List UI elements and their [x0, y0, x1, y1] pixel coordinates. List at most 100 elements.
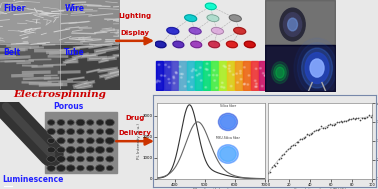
Circle shape [236, 73, 237, 74]
Ellipse shape [244, 41, 255, 48]
Circle shape [48, 147, 55, 153]
Circle shape [48, 138, 54, 143]
Circle shape [188, 81, 189, 82]
Text: Silica fiber: Silica fiber [220, 104, 236, 108]
Ellipse shape [155, 41, 166, 48]
Circle shape [276, 67, 284, 78]
Circle shape [107, 148, 113, 152]
Circle shape [191, 70, 193, 72]
Circle shape [106, 156, 113, 162]
Circle shape [184, 86, 186, 87]
Circle shape [87, 147, 94, 153]
Bar [195, 61, 202, 90]
Circle shape [164, 64, 166, 66]
Circle shape [168, 66, 170, 68]
X-axis label: Wavelength (nm): Wavelength (nm) [193, 188, 229, 189]
Circle shape [223, 65, 225, 67]
Ellipse shape [229, 15, 241, 22]
Bar [219, 61, 226, 90]
Circle shape [271, 62, 288, 84]
Circle shape [264, 75, 266, 76]
Circle shape [97, 129, 103, 134]
Bar [227, 61, 234, 90]
Ellipse shape [211, 28, 223, 34]
Circle shape [200, 80, 202, 81]
Circle shape [196, 75, 198, 76]
Circle shape [228, 65, 230, 66]
Circle shape [76, 120, 84, 125]
Ellipse shape [209, 41, 220, 48]
Circle shape [220, 147, 236, 161]
Circle shape [173, 76, 175, 77]
Circle shape [57, 138, 65, 143]
Circle shape [213, 70, 215, 71]
Circle shape [208, 74, 210, 76]
Circle shape [198, 73, 200, 75]
Bar [187, 61, 194, 90]
Circle shape [229, 70, 231, 72]
Circle shape [221, 86, 223, 88]
Circle shape [256, 86, 257, 87]
Circle shape [256, 83, 257, 84]
Circle shape [107, 166, 113, 170]
Circle shape [157, 80, 158, 81]
Circle shape [191, 86, 192, 88]
Circle shape [175, 72, 177, 74]
Circle shape [206, 69, 208, 70]
Circle shape [161, 75, 162, 76]
Circle shape [243, 84, 245, 85]
Circle shape [96, 138, 104, 143]
Circle shape [200, 67, 201, 68]
Bar [211, 61, 218, 90]
Circle shape [243, 67, 245, 68]
Circle shape [97, 120, 103, 125]
Circle shape [310, 59, 324, 77]
Ellipse shape [167, 28, 179, 34]
Circle shape [96, 147, 104, 153]
Circle shape [288, 18, 297, 31]
Ellipse shape [207, 15, 219, 22]
Circle shape [77, 129, 84, 134]
Circle shape [77, 156, 84, 161]
Circle shape [191, 77, 193, 78]
Text: Wire: Wire [64, 4, 84, 13]
Text: Lighting: Lighting [119, 13, 152, 19]
Circle shape [173, 82, 175, 84]
Circle shape [77, 139, 84, 143]
Circle shape [255, 68, 257, 70]
Ellipse shape [185, 15, 197, 22]
Bar [251, 61, 258, 90]
Text: Drug: Drug [125, 115, 145, 121]
Circle shape [173, 77, 175, 79]
Circle shape [48, 165, 55, 171]
Circle shape [77, 147, 84, 153]
Circle shape [247, 84, 249, 85]
Circle shape [244, 83, 245, 84]
Ellipse shape [234, 28, 246, 34]
Circle shape [212, 74, 214, 76]
Circle shape [261, 85, 263, 87]
Circle shape [96, 165, 104, 171]
Text: Luminescence: Luminescence [2, 175, 64, 184]
Circle shape [205, 87, 207, 88]
Circle shape [57, 165, 65, 171]
Circle shape [159, 81, 161, 82]
Text: Electrospinning: Electrospinning [13, 90, 106, 99]
Circle shape [240, 70, 242, 72]
Circle shape [205, 68, 207, 70]
Circle shape [180, 77, 182, 78]
Circle shape [67, 147, 75, 153]
Circle shape [284, 13, 302, 36]
Circle shape [87, 129, 93, 134]
Circle shape [218, 113, 237, 131]
Circle shape [106, 138, 114, 144]
Circle shape [248, 75, 250, 76]
Circle shape [156, 81, 158, 83]
Circle shape [195, 70, 197, 71]
Circle shape [68, 139, 74, 143]
Circle shape [206, 63, 208, 64]
Circle shape [260, 67, 261, 69]
Circle shape [220, 115, 235, 129]
Circle shape [192, 68, 194, 70]
Circle shape [180, 73, 182, 75]
